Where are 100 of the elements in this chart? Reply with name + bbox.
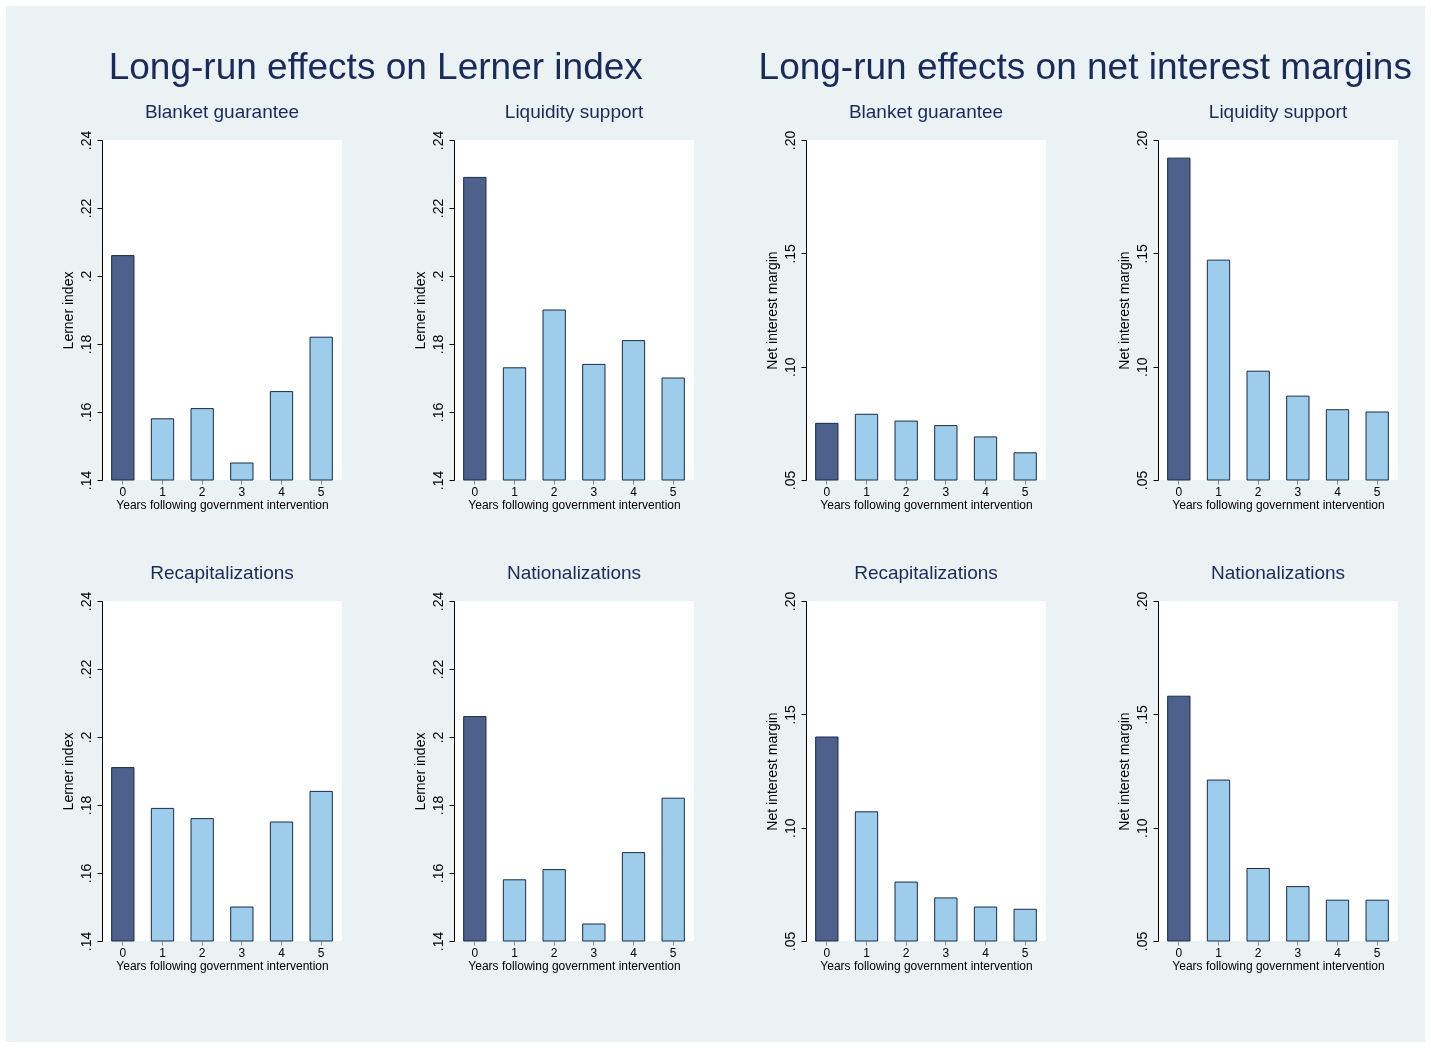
- x-tick-label: 3: [1294, 945, 1302, 960]
- x-tick-label: 5: [1373, 945, 1381, 960]
- y-axis-title: Lerner index: [59, 271, 76, 350]
- x-tick-label: 1: [511, 484, 519, 499]
- x-axis-title: Years following government intervention: [1172, 497, 1385, 512]
- x-tick-label: 0: [471, 484, 479, 499]
- x-tick-label: 0: [119, 945, 127, 960]
- x-tick-label: 3: [942, 484, 950, 499]
- y-tick-label: .22: [77, 659, 94, 680]
- x-axis-title: Years following government intervention: [116, 497, 329, 512]
- chart-title: Blanket guarantee: [848, 101, 1004, 123]
- x-tick-label: 3: [1294, 484, 1302, 499]
- y-axis-title: Net interest margin: [1115, 251, 1132, 370]
- x-tick-label: 5: [1373, 484, 1381, 499]
- y-tick-label: .22: [429, 198, 446, 219]
- y-tick-label: .2: [77, 270, 94, 283]
- x-tick-label: 5: [1021, 484, 1029, 499]
- x-tick-label: 1: [1215, 484, 1223, 499]
- y-tick-label: .05: [1133, 931, 1150, 952]
- x-tick-label: 5: [669, 945, 677, 960]
- y-axis-title: Net interest margin: [763, 712, 780, 831]
- x-tick-label: 1: [159, 945, 167, 960]
- y-axis-title: Lerner index: [59, 732, 76, 811]
- x-tick-label: 4: [1334, 484, 1342, 499]
- x-tick-label: 0: [471, 945, 479, 960]
- y-tick-label: .20: [781, 591, 798, 612]
- x-tick-label: 1: [863, 484, 871, 499]
- y-tick-label: .14: [429, 470, 446, 491]
- x-tick-label: 5: [1021, 945, 1029, 960]
- y-tick-label: .10: [1133, 818, 1150, 838]
- y-axis-title: Net interest margin: [763, 251, 780, 370]
- y-tick-label: .2: [77, 731, 94, 744]
- x-tick-label: 0: [1175, 484, 1183, 499]
- y-tick-label: .24: [429, 591, 446, 612]
- x-tick-label: 5: [317, 945, 325, 960]
- y-tick-label: .24: [77, 591, 94, 612]
- y-tick-label: .24: [77, 130, 94, 151]
- x-axis-title: Years following government intervention: [820, 497, 1033, 512]
- x-tick-label: 4: [278, 945, 286, 960]
- y-tick-label: .05: [781, 931, 798, 952]
- y-tick-label: .20: [1133, 130, 1150, 151]
- chart-title: Liquidity support: [1208, 101, 1348, 123]
- x-tick-label: 2: [1254, 945, 1262, 960]
- x-tick-label: 4: [982, 484, 990, 499]
- x-axis-title: Years following government intervention: [820, 958, 1033, 973]
- y-tick-label: .10: [781, 818, 798, 838]
- y-tick-label: .15: [781, 704, 798, 725]
- y-tick-label: .20: [781, 130, 798, 151]
- y-tick-label: .15: [781, 243, 798, 264]
- y-tick-label: .10: [781, 357, 798, 377]
- x-axis-title: Years following government intervention: [468, 958, 681, 973]
- x-tick-label: 4: [278, 484, 286, 499]
- x-axis-title: Years following government intervention: [116, 958, 329, 973]
- y-tick-label: .2: [429, 270, 446, 283]
- x-tick-label: 4: [630, 945, 638, 960]
- x-tick-label: 2: [198, 484, 206, 499]
- y-tick-label: .20: [1133, 591, 1150, 612]
- y-tick-label: .14: [77, 470, 94, 491]
- x-axis-title: Years following government intervention: [1172, 958, 1385, 973]
- y-tick-label: .22: [429, 659, 446, 680]
- x-tick-label: 4: [1334, 945, 1342, 960]
- y-tick-label: .15: [1133, 243, 1150, 264]
- chart-title: Liquidity support: [504, 101, 644, 123]
- x-tick-label: 0: [119, 484, 127, 499]
- x-tick-label: 5: [669, 484, 677, 499]
- chart-title: Blanket guarantee: [144, 101, 300, 123]
- text: Long-run effects on net interest margins: [757, 46, 1413, 88]
- y-tick-label: .14: [429, 931, 446, 952]
- y-tick-label: .05: [1133, 470, 1150, 491]
- y-tick-label: .16: [429, 402, 446, 423]
- y-tick-label: .18: [429, 334, 446, 355]
- y-tick-label: .18: [77, 795, 94, 816]
- x-axis-title: Years following government intervention: [468, 497, 681, 512]
- y-axis-title: Net interest margin: [1115, 712, 1132, 831]
- x-tick-label: 3: [590, 484, 598, 499]
- x-tick-label: 1: [159, 484, 167, 499]
- x-tick-label: 2: [550, 945, 558, 960]
- x-tick-label: 3: [238, 484, 246, 499]
- x-tick-label: 4: [630, 484, 638, 499]
- y-tick-label: .18: [429, 795, 446, 816]
- x-tick-label: 0: [823, 945, 831, 960]
- x-tick-label: 0: [1175, 945, 1183, 960]
- text: Long-run effects on Lerner index: [107, 46, 644, 88]
- y-tick-label: .22: [77, 198, 94, 219]
- x-tick-label: 1: [863, 945, 871, 960]
- x-tick-label: 1: [1215, 945, 1223, 960]
- x-tick-label: 5: [317, 484, 325, 499]
- chart-title: Nationalizations: [1210, 562, 1346, 584]
- x-tick-label: 2: [550, 484, 558, 499]
- chart-title: Recapitalizations: [150, 562, 294, 584]
- y-tick-label: .16: [429, 863, 446, 884]
- x-tick-label: 2: [902, 945, 910, 960]
- x-tick-label: 2: [902, 484, 910, 499]
- y-axis-title: Lerner index: [411, 271, 428, 350]
- chart-title: Recapitalizations: [854, 562, 998, 584]
- x-tick-label: 4: [982, 945, 990, 960]
- x-tick-label: 2: [198, 945, 206, 960]
- x-tick-label: 0: [823, 484, 831, 499]
- y-tick-label: .14: [77, 931, 94, 952]
- x-tick-label: 3: [942, 945, 950, 960]
